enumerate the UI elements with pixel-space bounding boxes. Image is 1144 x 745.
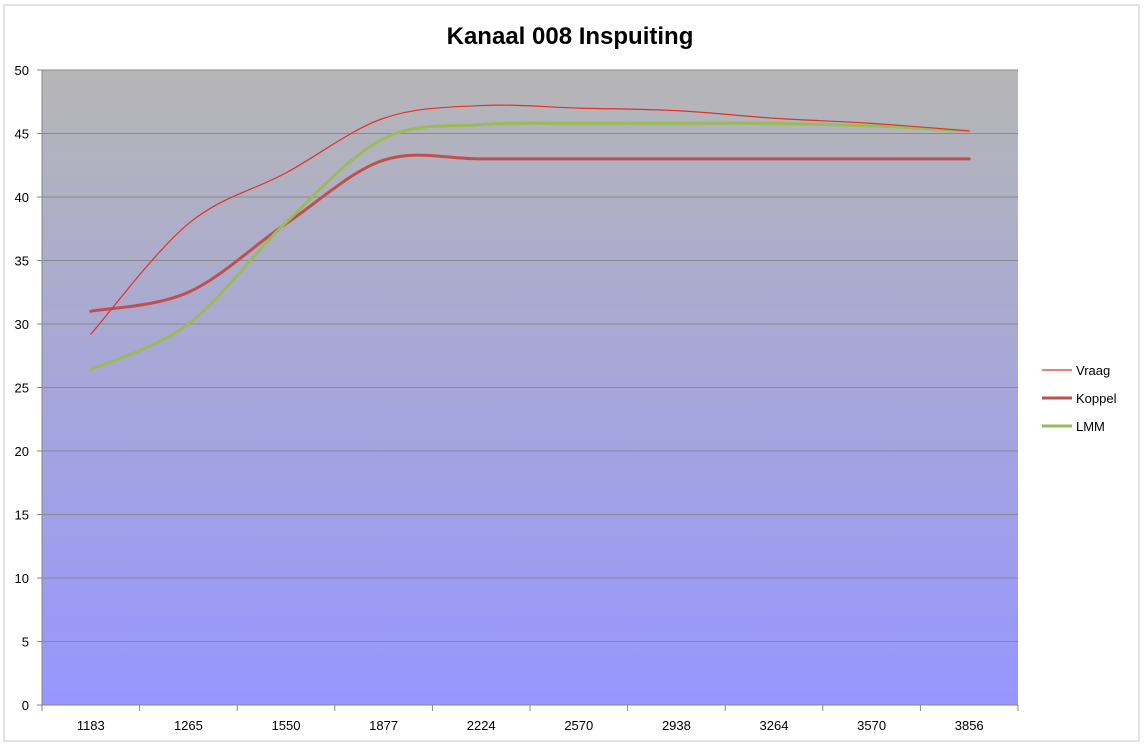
x-tick-label: 1877 [369,718,398,733]
x-tick-label: 2938 [662,718,691,733]
y-tick-label: 30 [15,317,29,332]
series-line-lmm [89,121,971,372]
x-tick-label: 1265 [174,718,203,733]
y-tick-label: 5 [22,635,29,650]
y-tick-label: 25 [15,381,29,396]
legend-label-koppel: Koppel [1076,391,1117,406]
y-tick-label: 0 [22,698,29,713]
legend: Vraag Koppel LMM [1042,363,1117,434]
y-tick-label: 10 [15,571,29,586]
y-tick-label: 20 [15,444,29,459]
gridlines [42,69,1018,642]
axes: 0 5 10 15 20 25 30 35 40 45 50 1183 1265 1550 1877 2224… [15,63,1019,733]
y-tick-label: 35 [15,254,29,269]
x-tick-label: 1550 [272,718,301,733]
legend-label-lmm: LMM [1076,419,1105,434]
x-tick-label: 3570 [857,718,886,733]
y-tick-label: 15 [15,508,29,523]
y-tick-label: 45 [15,127,29,142]
series-line-koppel [89,153,971,313]
x-tick-label: 2224 [467,718,496,733]
x-tick-label: 3856 [955,718,984,733]
series-lines [89,104,971,372]
x-tick-label: 2570 [564,718,593,733]
x-tick-label: 3264 [760,718,789,733]
y-tick-label: 50 [15,63,29,78]
chart-title: Kanaal 008 Inspuiting [447,23,694,50]
y-tick-label: 40 [15,190,29,205]
series-line-vraag [90,104,970,335]
legend-label-vraag: Vraag [1076,363,1110,378]
x-tick-label: 1183 [77,718,105,733]
